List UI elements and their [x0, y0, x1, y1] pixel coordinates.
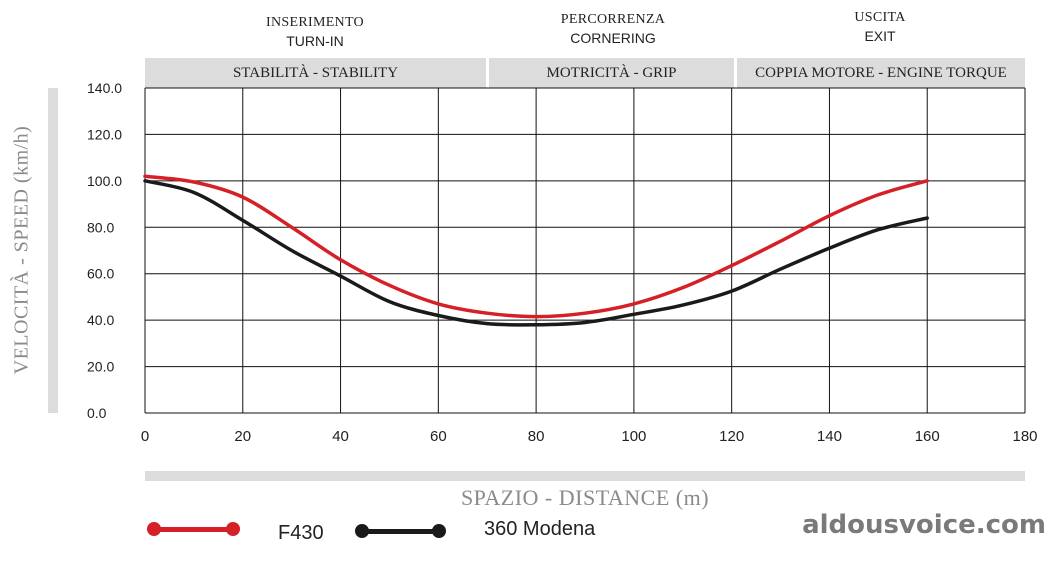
legend-marker-f430-left — [147, 522, 161, 536]
legend-label-360-modena: 360 Modena — [484, 518, 596, 540]
phase-header-cornering: PERCORRENZA CORNERING — [533, 11, 693, 47]
band-stability: STABILITÀ - STABILITY — [145, 58, 486, 88]
phase-title-en: EXIT — [864, 28, 896, 44]
phase-header-turn-in: INSERIMENTO TURN-IN — [235, 14, 395, 50]
phase-title-it: PERCORRENZA — [560, 12, 666, 27]
band-grip: MOTRICITÀ - GRIP — [489, 58, 734, 88]
phase-title-en: TURN-IN — [286, 33, 344, 49]
x-tick-label: 180 — [1012, 428, 1037, 445]
series-lines — [143, 174, 929, 327]
phase-title-en: CORNERING — [570, 30, 656, 46]
band-label: STABILITÀ - STABILITY — [232, 64, 399, 81]
x-tick-label: 0 — [141, 428, 149, 445]
y-axis-title-bar — [48, 88, 58, 413]
x-tick-label: 120 — [719, 428, 744, 445]
y-tick-labels: 0.0 20.0 40.0 60.0 80.0 100.0 120.0 140.0 — [87, 80, 122, 421]
band-label: COPPIA MOTORE - ENGINE TORQUE — [755, 64, 1007, 81]
band-label: MOTRICITÀ - GRIP — [546, 64, 677, 81]
x-tick-label: 40 — [332, 428, 349, 445]
series-line-f430 — [143, 174, 929, 319]
y-tick-label: 80.0 — [87, 219, 114, 235]
phase-title-it: INSERIMENTO — [266, 15, 364, 30]
legend-swatch-f430 — [152, 527, 234, 532]
y-tick-label: 40.0 — [87, 312, 114, 328]
y-tick-label: 20.0 — [87, 359, 114, 375]
legend-label-f430: F430 — [278, 522, 324, 544]
series-line-360-modena — [143, 179, 929, 327]
legend-marker-360-modena-right — [432, 524, 446, 538]
x-axis-title: SPAZIO - DISTANCE (m) — [460, 485, 710, 510]
legend-marker-f430-right — [226, 522, 240, 536]
band-engine-torque: COPPIA MOTORE - ENGINE TORQUE — [737, 58, 1025, 88]
phase-header-exit: USCITA EXIT — [800, 9, 960, 45]
x-axis-title-bar — [145, 471, 1025, 481]
y-tick-label: 60.0 — [87, 266, 114, 282]
x-tick-label: 80 — [528, 428, 545, 445]
y-tick-label: 140.0 — [87, 80, 122, 96]
y-tick-label: 100.0 — [87, 173, 122, 189]
x-tick-label: 160 — [915, 428, 940, 445]
watermark: aldousvoice.com — [802, 510, 1046, 540]
x-tick-label: 140 — [817, 428, 842, 445]
legend-swatch-360-modena — [360, 529, 440, 534]
x-tick-label: 20 — [234, 428, 251, 445]
legend-marker-360-modena-left — [355, 524, 369, 538]
phase-title-it: USCITA — [854, 10, 906, 25]
y-tick-label: 120.0 — [87, 126, 122, 142]
grid-lines — [144, 87, 1026, 414]
x-tick-label: 100 — [621, 428, 646, 445]
y-tick-label: 0.0 — [87, 405, 107, 421]
x-tick-labels: 0 20 40 60 80 100 120 140 160 180 — [141, 428, 1038, 445]
x-tick-label: 60 — [430, 428, 447, 445]
